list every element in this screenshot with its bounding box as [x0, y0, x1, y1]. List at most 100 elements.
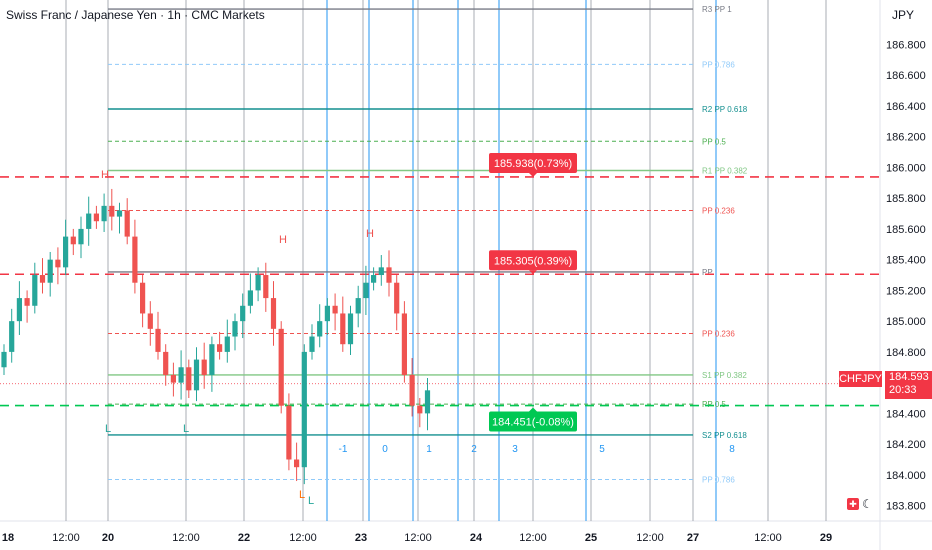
candle-body-52: [401, 313, 407, 375]
pattern-label-1: H: [279, 234, 287, 246]
target-badge-1: 185.305(0.39%): [489, 250, 577, 275]
pattern-label-2: H: [366, 228, 374, 240]
x-tick-6: 23: [355, 532, 367, 544]
candle-body-22: [170, 374, 176, 383]
fib-time-label-2: 1: [426, 444, 432, 455]
moon-icon[interactable]: ☾: [862, 497, 873, 511]
candle-body-3: [24, 298, 30, 306]
candle-body-34: [263, 275, 269, 299]
target-badge-0: 185.938(0.73%): [489, 152, 577, 177]
candle-body-42: [324, 305, 330, 322]
candle-body-21: [163, 351, 169, 375]
target-badge-text: 185.938(0.73%): [494, 158, 572, 170]
y-tick-12: 184.400: [886, 408, 926, 420]
fib-time-label-6: 8: [729, 444, 735, 455]
pivot-label-10: S2 PP 0.618: [702, 431, 747, 440]
candle-body-39: [301, 351, 307, 468]
last-price: 184.593: [889, 371, 929, 383]
bar-countdown: 20:33: [889, 384, 917, 396]
pivot-label-1: PP 0.786: [702, 60, 735, 69]
flag-icon[interactable]: ✚: [847, 498, 859, 510]
y-tick-5: 185.800: [886, 193, 926, 205]
candle-body-31: [240, 305, 246, 322]
candle-body-43: [332, 305, 338, 314]
target-badge-arrow: [529, 270, 537, 275]
pivot-label-11: PP 0.786: [702, 475, 735, 484]
y-tick-0: 186.800: [886, 39, 926, 51]
x-tick-8: 24: [470, 532, 483, 544]
pattern-label-5: L: [308, 495, 314, 507]
candle-body-36: [278, 328, 284, 406]
pivot-label-0: R3 PP 1: [702, 5, 732, 14]
target-badge-2: 184.451(-0.08%): [489, 407, 577, 432]
candle-body-25: [193, 359, 200, 391]
pattern-label-0: H: [101, 169, 109, 181]
y-tick-4: 186.000: [886, 162, 926, 174]
candle-body-35: [270, 298, 277, 329]
price-badge: 184.593 20:33: [885, 371, 932, 399]
candle-body-54: [417, 405, 423, 414]
pivot-label-3: PP 0.5: [702, 137, 726, 146]
y-tick-10: 184.800: [886, 347, 926, 359]
candle-body-7: [55, 259, 61, 268]
candle-body-41: [317, 321, 323, 337]
candle-body-9: [70, 236, 76, 245]
candle-body-47: [363, 282, 369, 299]
candle-body-28: [217, 344, 223, 352]
x-tick-9: 12:00: [519, 532, 547, 544]
candle-body-26: [201, 359, 207, 375]
pivot-label-4: R1 PP 0.382: [702, 166, 748, 175]
y-tick-2: 186.400: [886, 101, 926, 113]
candle-body-45: [347, 313, 354, 345]
candle-body-20: [155, 328, 161, 352]
x-tick-1: 12:00: [52, 532, 80, 544]
candle-body-10: [78, 228, 84, 245]
candle-body-5: [39, 275, 46, 283]
fib-time-label-4: 3: [512, 444, 518, 455]
candle-body-53: [409, 374, 415, 406]
fib-time-label-5: 5: [599, 444, 605, 455]
candle-body-6: [47, 259, 53, 283]
currency-label: JPY: [892, 8, 915, 22]
symbol-badge: CHFJPY: [839, 371, 882, 387]
pattern-label-3: L: [105, 423, 111, 435]
y-tick-7: 185.400: [886, 255, 926, 267]
x-tick-12: 27: [687, 532, 699, 544]
candle-body-46: [355, 298, 361, 314]
x-tick-11: 12:00: [636, 532, 664, 544]
y-tick-9: 185.000: [886, 316, 926, 328]
candle-body-16: [124, 210, 130, 237]
candle-body-30: [232, 321, 238, 337]
y-tick-1: 186.600: [886, 70, 926, 82]
target-badge-text: 185.305(0.39%): [494, 255, 572, 267]
candle-body-17: [132, 236, 138, 283]
candle-body-27: [209, 344, 215, 375]
candle-body-37: [286, 405, 292, 460]
candle-body-12: [93, 213, 99, 222]
target-badge-box: [489, 250, 577, 271]
candle-body-2: [16, 298, 22, 322]
candle-body-4: [32, 275, 38, 306]
fib-time-label-1: 0: [382, 444, 388, 455]
candle-body-32: [247, 290, 253, 306]
chart-title: Swiss Franc / Japanese Yen · 1h · CMC Ma…: [6, 8, 265, 22]
candle-body-40: [309, 336, 315, 352]
candle-body-0: [1, 351, 7, 368]
target-badge-text: 184.451(-0.08%): [492, 417, 574, 429]
target-badge-arrow: [529, 407, 537, 412]
price-axis: [880, 0, 932, 550]
candle-body-19: [147, 313, 153, 329]
y-tick-13: 184.200: [886, 439, 926, 451]
x-tick-5: 12:00: [289, 532, 317, 544]
y-tick-15: 183.800: [886, 501, 926, 513]
candle-body-51: [394, 282, 400, 314]
pattern-label-6: L: [299, 489, 305, 501]
x-tick-0: 18: [2, 532, 14, 544]
target-badge-arrow: [529, 172, 537, 177]
pattern-label-4: L: [183, 423, 189, 435]
candle-body-50: [386, 267, 392, 283]
x-tick-7: 12:00: [404, 532, 432, 544]
x-tick-3: 12:00: [172, 532, 200, 544]
y-tick-8: 185.200: [886, 285, 926, 297]
